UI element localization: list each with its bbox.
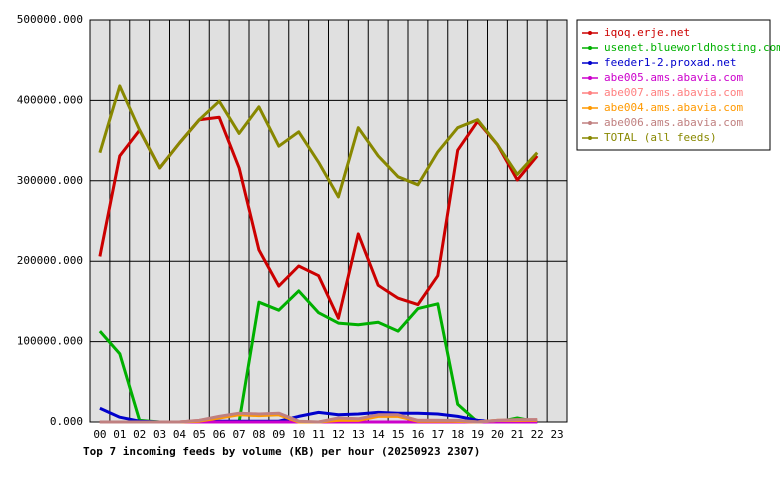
y-tick-label: 100000.000 <box>17 335 83 348</box>
x-tick-label: 20 <box>491 428 504 441</box>
y-tick-label: 0.000 <box>50 415 83 428</box>
x-tick-label: 06 <box>213 428 226 441</box>
x-tick-label: 19 <box>471 428 484 441</box>
legend-dot <box>588 46 592 50</box>
x-tick-label: 02 <box>133 428 146 441</box>
y-tick-label: 300000.000 <box>17 174 83 187</box>
legend-label: feeder1-2.proxad.net <box>604 56 736 69</box>
x-tick-label: 18 <box>451 428 464 441</box>
legend-dot <box>588 91 592 95</box>
x-tick-label: 09 <box>272 428 285 441</box>
x-tick-label: 13 <box>352 428 365 441</box>
legend-label: abe006.ams.abavia.com <box>604 116 743 129</box>
legend-label: iqoq.erje.net <box>604 26 690 39</box>
legend-dot <box>588 31 592 35</box>
legend-label: abe007.ams.abavia.com <box>604 86 743 99</box>
x-tick-label: 22 <box>531 428 544 441</box>
x-tick-label: 00 <box>93 428 106 441</box>
x-tick-label: 03 <box>153 428 166 441</box>
x-tick-label: 07 <box>232 428 245 441</box>
legend-label: usenet.blueworldhosting.com <box>604 41 780 54</box>
chart-title: Top 7 incoming feeds by volume (KB) per … <box>83 445 480 458</box>
series-line <box>99 411 538 424</box>
legend-dot <box>588 106 592 110</box>
y-tick-label: 400000.000 <box>17 93 83 106</box>
x-tick-label: 01 <box>113 428 126 441</box>
y-tick-label: 500000.000 <box>17 13 83 26</box>
x-tick-label: 21 <box>511 428 524 441</box>
legend-label: abe004.ams.abavia.com <box>604 101 743 114</box>
x-tick-label: 10 <box>292 428 305 441</box>
x-tick-label: 12 <box>332 428 345 441</box>
legend-dot <box>588 61 592 65</box>
x-tick-label: 16 <box>411 428 424 441</box>
legend-dot <box>588 76 592 80</box>
x-tick-label: 17 <box>431 428 444 441</box>
x-tick-label: 14 <box>372 428 386 441</box>
x-tick-label: 23 <box>550 428 563 441</box>
x-tick-label: 11 <box>312 428 325 441</box>
legend-dot <box>588 136 592 140</box>
x-tick-label: 05 <box>193 428 206 441</box>
legend-label: abe005.ams.abavia.com <box>604 71 743 84</box>
x-tick-label: 08 <box>252 428 265 441</box>
legend-label: TOTAL (all feeds) <box>604 131 717 144</box>
legend-box <box>576 19 771 151</box>
x-tick-label: 15 <box>391 428 404 441</box>
y-tick-label: 200000.000 <box>17 254 83 267</box>
series-line <box>98 84 539 199</box>
x-tick-label: 04 <box>173 428 187 441</box>
legend-dot <box>588 121 592 125</box>
